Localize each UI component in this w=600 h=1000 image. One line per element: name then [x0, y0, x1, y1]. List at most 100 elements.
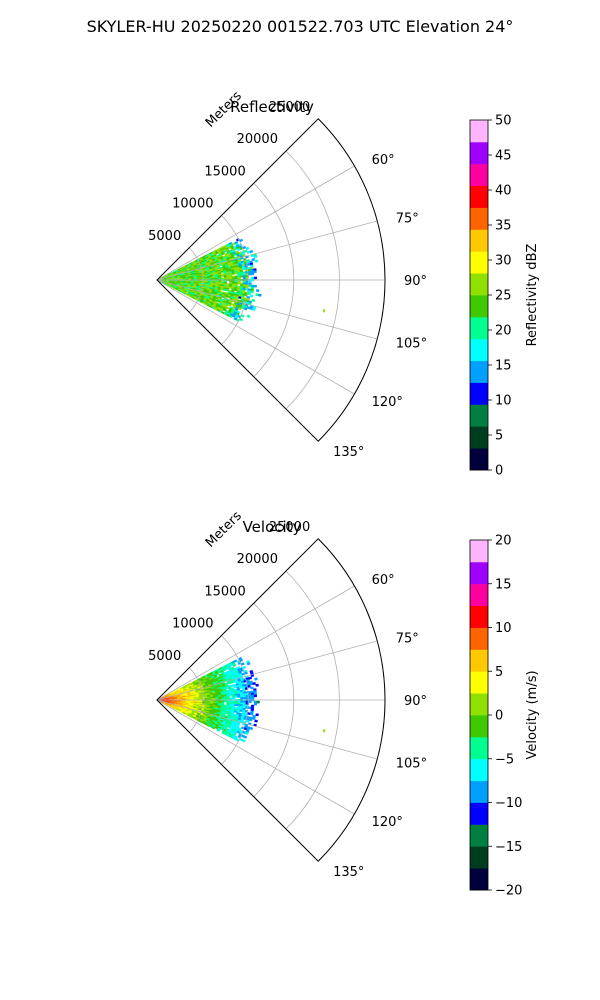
radial-tick-label: 5000: [148, 229, 181, 244]
echo-cell: [242, 697, 247, 700]
colorbar-tick-label: 30: [495, 254, 512, 269]
colorbar-segment: [470, 360, 488, 383]
echo-cell: [228, 314, 233, 319]
echo-cell: [245, 719, 250, 723]
echo-cell: [251, 257, 256, 262]
echo-cell: [256, 700, 260, 704]
colorbar-segment: [470, 846, 488, 869]
echo-speck: [323, 309, 326, 313]
radial-tick-label: 15000: [204, 164, 245, 179]
colorbar-tick-label: −5: [495, 752, 514, 767]
colorbar-segment: [470, 295, 488, 318]
azimuth-spoke: [156, 585, 355, 701]
echo-cell: [247, 712, 251, 715]
echo-cell: [253, 694, 258, 698]
colorbar-tick-label: 0: [495, 709, 503, 724]
echo-cell: [250, 272, 255, 276]
colorbar-segment: [470, 316, 488, 340]
colorbar-tick-label: 10: [495, 621, 512, 636]
radial-tick-label: 10000: [172, 197, 213, 212]
echo-cell: [239, 238, 244, 243]
echo-cell: [251, 716, 256, 720]
echo-cell: [223, 700, 227, 703]
azimuth-tick-label: 75°: [396, 211, 419, 226]
radial-tick-label: 20000: [237, 552, 278, 567]
echo-cell: [241, 739, 246, 743]
echo-cell: [242, 280, 247, 283]
echo-cell: [258, 293, 262, 297]
echo-cell: [255, 683, 259, 687]
colorbar-tick-label: 10: [495, 394, 512, 409]
sector-frame: [156, 118, 386, 442]
azimuth-tick-label: 75°: [396, 631, 419, 646]
echo-cell: [247, 292, 251, 295]
echo-cell: [244, 731, 249, 736]
echo-cell: [233, 659, 238, 663]
colorbar-segment: [470, 120, 488, 143]
echo-cell: [243, 249, 248, 253]
echo-cell: [234, 703, 238, 707]
reflectivity-colorbar-label: Reflectivity dBZ: [525, 244, 540, 347]
echo-cell: [246, 662, 251, 666]
echo-cell: [233, 710, 238, 713]
colorbar-segment: [470, 141, 488, 165]
colorbar-tick-label: 40: [495, 184, 512, 199]
colorbar-tick-label: 35: [495, 219, 512, 234]
azimuth-spoke: [156, 220, 378, 281]
echo-cell: [247, 685, 251, 688]
echo-cell: [234, 277, 238, 280]
echo-cell: [254, 719, 258, 723]
azimuth-spoke: [156, 640, 378, 701]
echo-cell: [252, 682, 256, 686]
echo-cell: [253, 702, 258, 706]
velocity-azimuth-ticks: 60° 75° 90° 105° 120° 135°: [333, 573, 427, 880]
echo-cell: [240, 662, 245, 666]
echo-cell: [237, 277, 241, 280]
azimuth-tick-label: 105°: [396, 757, 427, 772]
echo-cell: [222, 288, 227, 292]
echo-cell: [220, 288, 224, 291]
echo-cell: [248, 700, 252, 704]
radial-tick-label: 25000: [269, 100, 310, 115]
echo-cell: [248, 696, 252, 700]
echo-cell: [230, 684, 234, 687]
colorbar-tick-label: −15: [495, 840, 522, 855]
colorbar-segment: [470, 404, 488, 427]
echo-cell: [240, 275, 244, 278]
colorbar-tick-label: −20: [495, 884, 522, 899]
echo-cell: [248, 280, 252, 284]
echo-cell: [253, 255, 258, 259]
colorbar-segment: [470, 824, 488, 847]
echo-cell: [228, 286, 233, 289]
echo-cell: [226, 697, 230, 700]
reflectivity-radial-ticks: 5000 10000 15000 20000 25000: [148, 100, 310, 244]
azimuth-tick-label: 135°: [333, 865, 364, 880]
reflectivity-echo: [157, 238, 326, 322]
velocity-colorbar-label: Velocity (m/s): [525, 670, 540, 759]
azimuth-spoke: [156, 699, 378, 760]
echo-cell: [244, 671, 248, 675]
colorbar-tick-label: 5: [495, 429, 503, 444]
echo-cell: [240, 697, 244, 700]
velocity-colorbar: −20 −15 −10 −5 0 5 10 15 20: [469, 534, 522, 899]
echo-cell: [248, 272, 252, 276]
echo-cell: [251, 276, 255, 280]
echo-cell: [243, 735, 248, 739]
colorbar-tick-label: 25: [495, 289, 512, 304]
velocity-title: Velocity: [243, 518, 302, 536]
echo-cell: [245, 246, 250, 251]
colorbar-tick-label: 15: [495, 359, 512, 374]
echo-cell: [226, 277, 230, 280]
echo-cell: [231, 697, 236, 700]
azimuth-spoke: [156, 165, 355, 281]
echo-cell: [242, 267, 246, 271]
echo-cell: [251, 694, 255, 698]
echo-cell: [237, 695, 241, 698]
azimuth-tick-label: 120°: [372, 815, 403, 830]
colorbar-segment: [470, 715, 488, 738]
echo-cell: [239, 686, 243, 689]
echo-cell: [246, 314, 251, 318]
echo-cell: [232, 663, 237, 668]
echo-cell: [211, 726, 216, 730]
